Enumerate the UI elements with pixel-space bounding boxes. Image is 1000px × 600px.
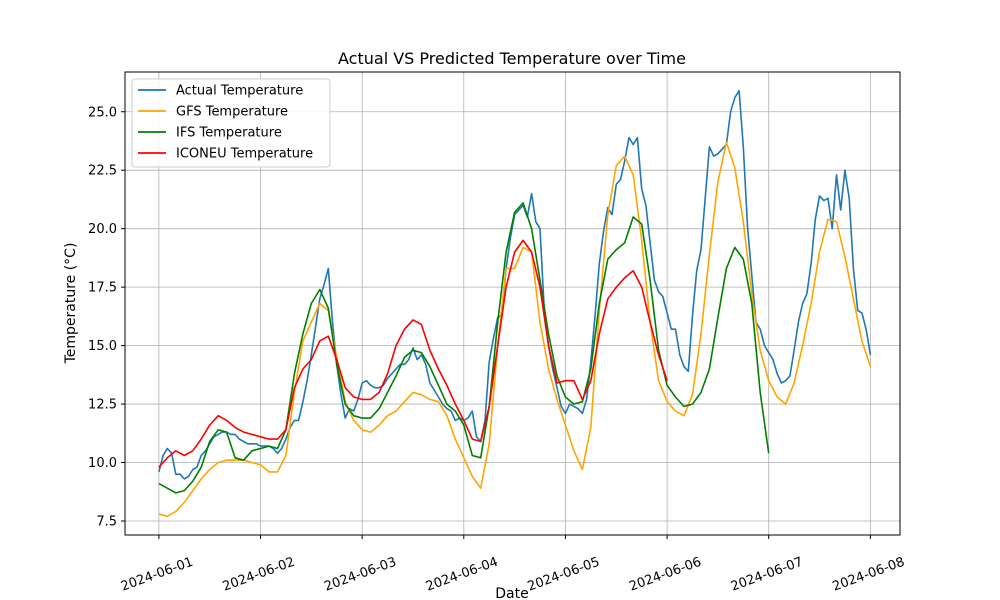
plot-frame: [124, 71, 901, 536]
series-line-gfs-temperature: [158, 141, 872, 518]
legend-label: Actual Temperature: [176, 84, 303, 99]
legend-label: GFS Temperature: [176, 105, 288, 120]
y-tick-label: 17.5: [88, 281, 117, 296]
series-lines: [158, 89, 872, 518]
series-line-ifs-temperature: [158, 202, 770, 494]
y-tick-label: 22.5: [88, 164, 117, 179]
y-tick-label: 15.0: [88, 339, 117, 354]
legend-label: IFS Temperature: [176, 126, 282, 141]
y-tick-label: 12.5: [88, 398, 117, 413]
chart-title: Actual VS Predicted Temperature over Tim…: [338, 49, 686, 68]
y-tick-label: 25.0: [88, 105, 117, 120]
series-line-iconeu-temperature: [158, 239, 668, 468]
x-axis-title: Date: [495, 586, 528, 600]
y-tick-label: 20.0: [88, 222, 117, 237]
legend: Actual Temperature GFS Temperature IFS Tem…: [131, 78, 331, 168]
y-tick-label: 10.0: [88, 456, 117, 471]
legend-box: [131, 78, 331, 168]
y-axis-title: Temperature (°C): [63, 243, 79, 365]
legend-label: ICONEU Temperature: [176, 147, 313, 162]
y-tick-label: 7.5: [96, 514, 117, 529]
